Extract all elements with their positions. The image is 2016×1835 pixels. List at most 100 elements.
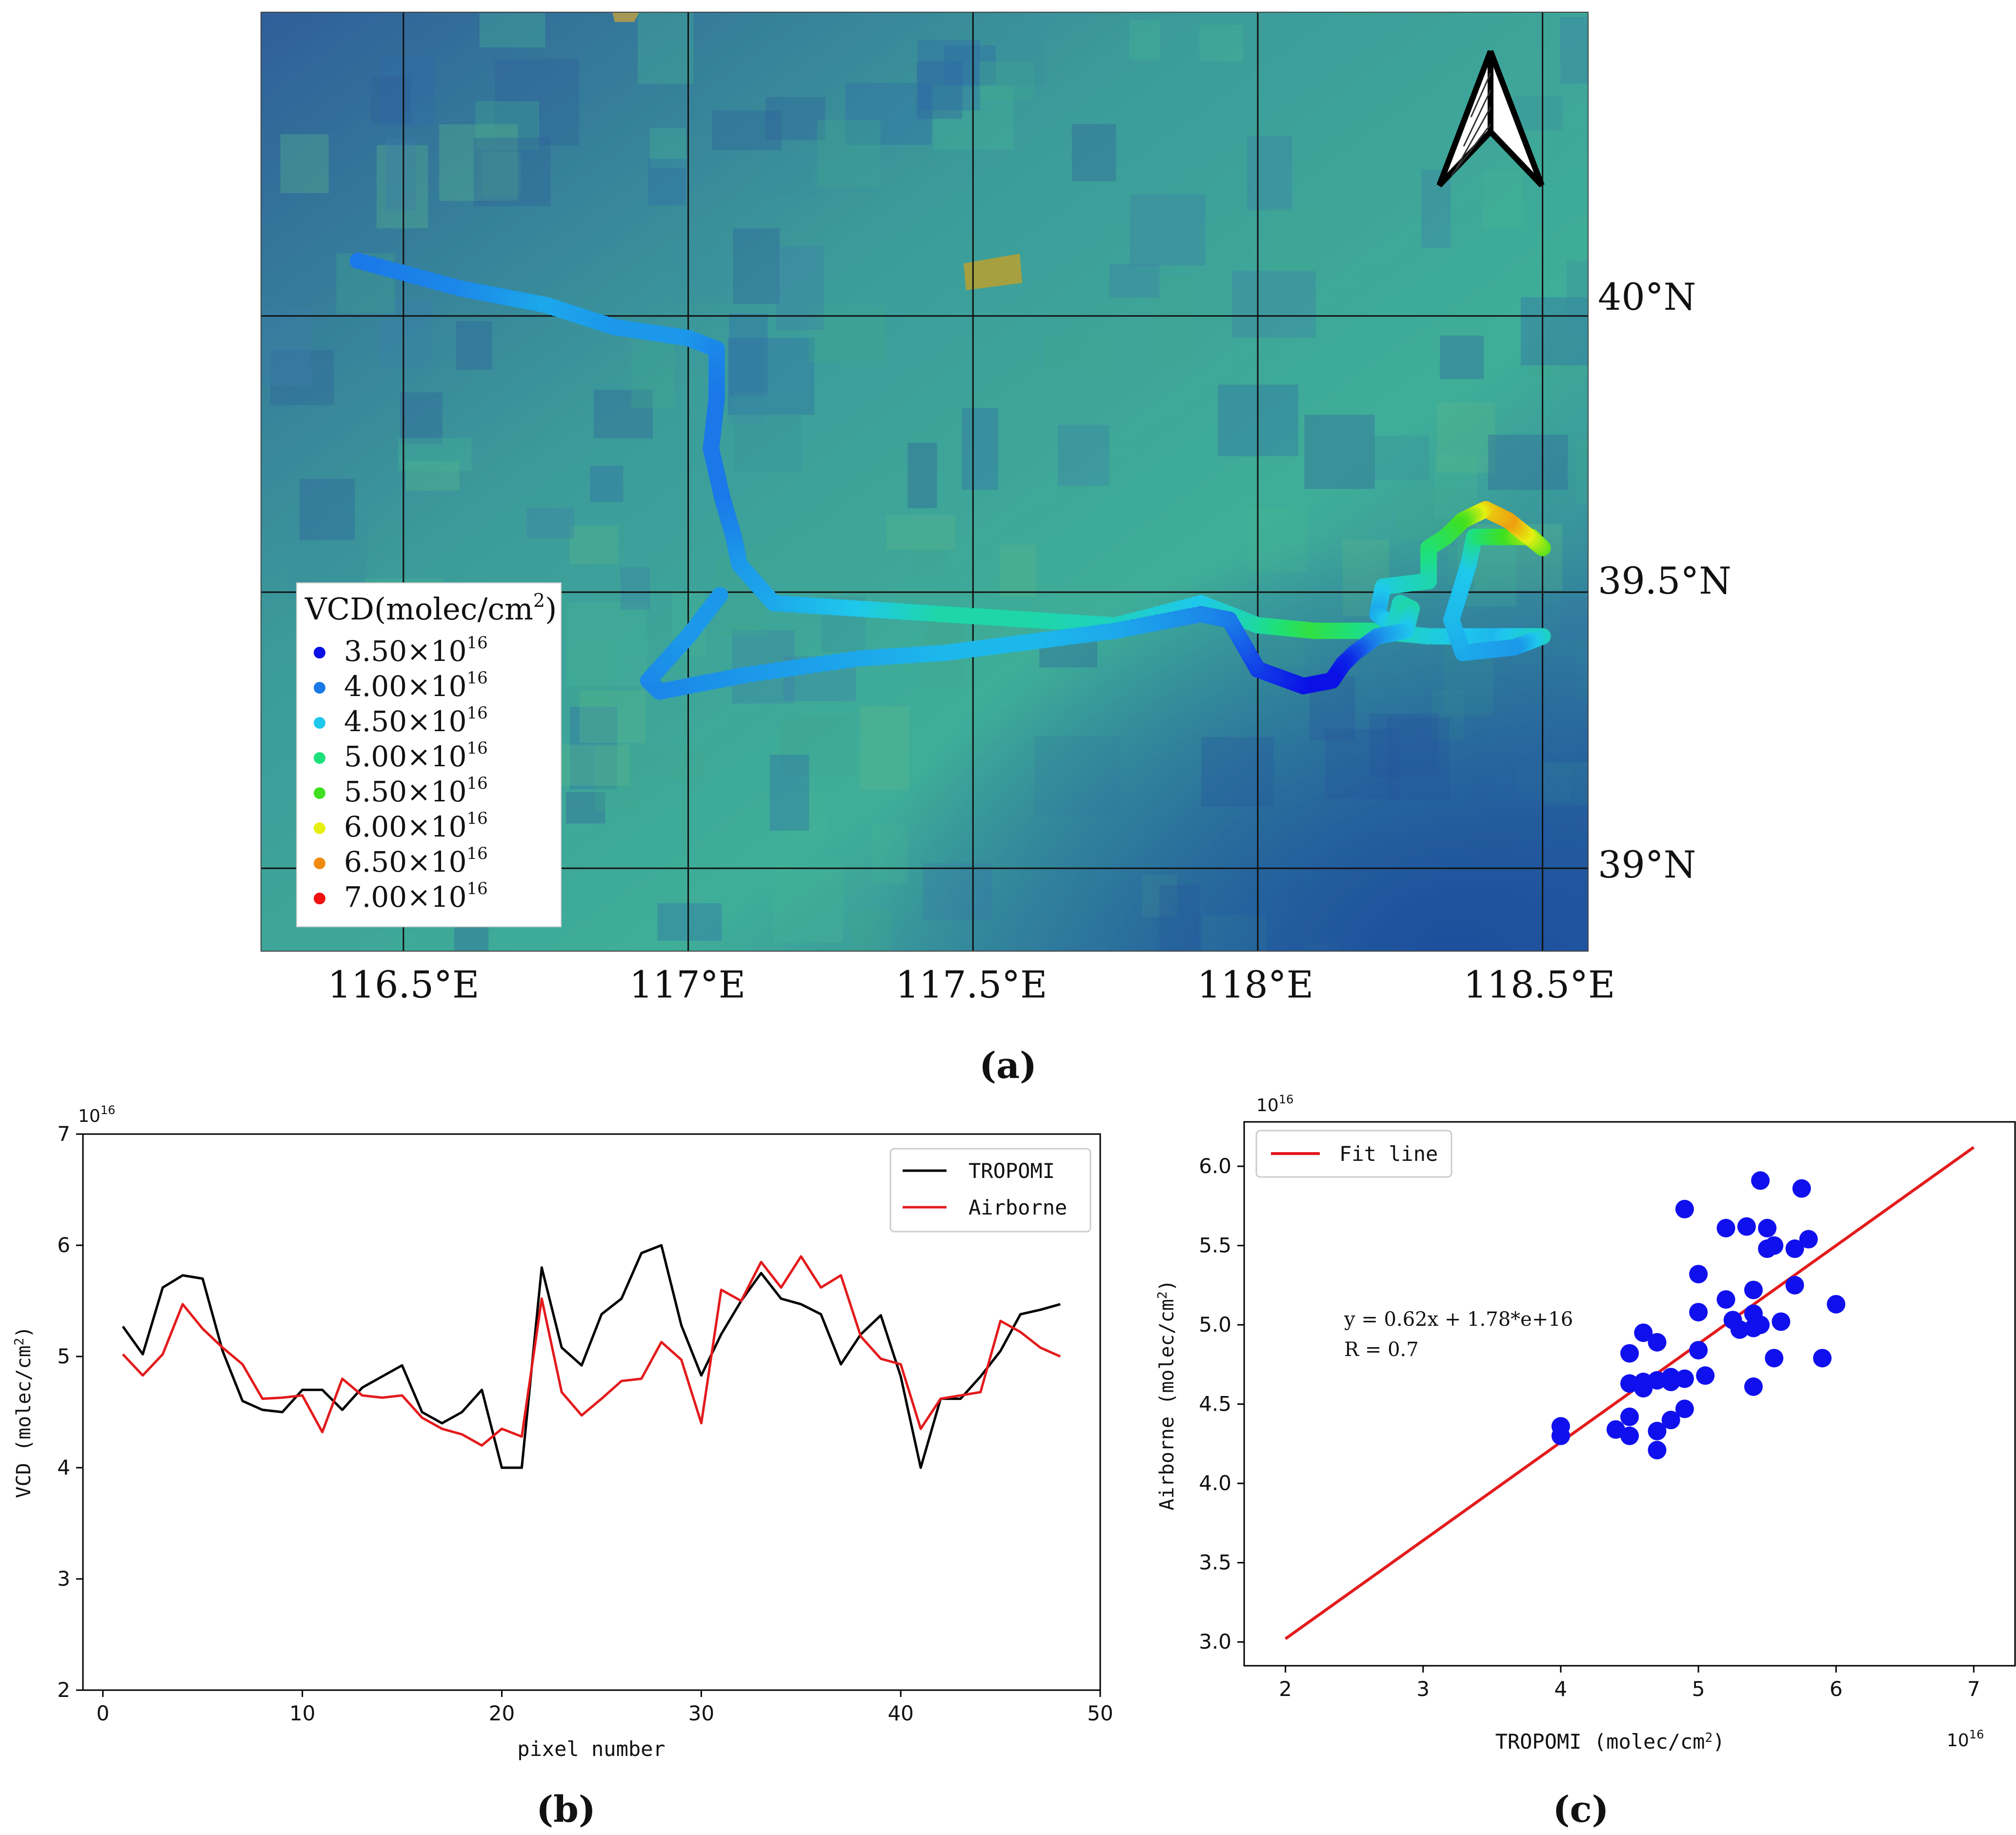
legend-exponent: 16 [467,879,488,898]
legend-label: 5.50×1016 [344,774,488,808]
c-legend-box [1255,1130,1452,1178]
c-scatter-point [1751,1316,1770,1335]
map-y-tick-label: 39°N [1598,843,1696,886]
legend-label: 3.50×1016 [344,633,488,668]
panel-b-line-chart: 1016 0 10 20 30 40 50 2 3 4 5 6 7 pixel number VCD … [12,1103,1113,1761]
c-x-tick-label: 6 [1830,1677,1843,1701]
b-series-line-airborne [121,1255,1061,1447]
legend-marker [314,893,325,904]
legend-box [296,582,562,927]
c-scatter-point [1689,1303,1708,1322]
legend-mantissa: 4.00×10 [344,670,467,703]
legend-exponent: 16 [467,774,488,793]
legend-label: 4.00×1016 [344,668,488,703]
map-x-tick-label: 118°E [1197,963,1314,1006]
c-x-tick-label: 5 [1692,1677,1705,1701]
c-scatter-point [1648,1333,1667,1352]
legend-mantissa: 5.50×10 [344,775,467,808]
map-x-tick-label: 118.5°E [1463,963,1615,1006]
c-scatter-point [1751,1171,1770,1190]
c-scatter-point [1827,1295,1846,1314]
legend-exponent: 16 [467,703,488,723]
legend-label: 6.00×1016 [344,809,488,843]
legend-exponent: 16 [467,738,488,758]
flight-track [349,252,1551,700]
c-scatter-point [1799,1230,1818,1249]
c-scatter-point [1696,1366,1715,1385]
c-scatter-point [1606,1420,1625,1439]
c-scatter-point [1648,1421,1667,1440]
c-scatter-point [1730,1320,1749,1339]
map-x-tick-label: 117°E [629,963,746,1006]
c-scatter-point [1675,1199,1694,1218]
legend-marker [314,647,325,658]
b-x-tick-label: 20 [489,1701,515,1725]
c-x-tick-label: 2 [1279,1677,1292,1701]
b-y-tick-label: 2 [57,1678,70,1702]
c-scatter-point [1634,1323,1653,1342]
legend-label: 7.00×1016 [344,879,488,914]
c-y-tick-label: 4.5 [1199,1392,1231,1416]
c-scatter-point [1620,1426,1639,1445]
c-x-tick-label: 4 [1554,1677,1568,1701]
map-frame [261,12,1589,952]
caption-c: (c) [1552,1789,1609,1831]
b-legend: TROPOMI Airborne [889,1148,1091,1233]
north-arrow-icon [1436,50,1545,188]
legend-label: 4.50×1016 [344,703,488,738]
legend-marker [314,717,325,729]
c-scatter-point [1689,1265,1708,1284]
b-y-tick-label: 3 [57,1567,70,1591]
c-scatter-point [1716,1218,1735,1237]
b-exponent-label: 1016 [78,1103,115,1126]
c-y-tick-label: 4.0 [1199,1471,1231,1495]
c-equation-annotation: y = 0.62x + 1.78*e+16 [1344,1308,1573,1331]
map-yellow-patch [964,254,1022,290]
b-y-tick-label: 5 [57,1344,70,1368]
legend-mantissa: 5.00×10 [344,740,467,773]
b-y-axis-label: VCD (molec/cm2) [12,1326,35,1498]
b-y-tick-label: 6 [57,1233,70,1257]
c-scatter-point [1758,1218,1777,1237]
legend-marker [314,822,325,834]
legend-exponent: 16 [467,844,488,863]
legend-label: 5.00×1016 [344,738,488,773]
map-pixel-patch [1586,25,1588,68]
c-y-axis-label: Airborne (molec/cm2) [1155,1279,1178,1510]
b-legend-label-airborne: Airborne [968,1196,1067,1219]
c-y-tick-label: 5.5 [1199,1234,1231,1257]
b-x-tick-label: 50 [1087,1701,1113,1725]
vcd-legend: VCD(molec/cm2) 3.50×10164.00×10164.50×10… [296,582,562,927]
c-exponent-label-x: 1016 [1947,1728,1984,1751]
caption-a: (a) [979,1045,1037,1087]
legend-mantissa: 7.00×10 [344,880,467,914]
b-series-line-tropomi [121,1244,1061,1469]
c-scatter-point [1620,1344,1639,1363]
c-scatter-point [1785,1239,1804,1258]
c-scatter-point [1661,1411,1680,1430]
c-scatter-point [1737,1217,1756,1236]
legend-mantissa: 6.00×10 [344,810,467,843]
map-yellow-patch-top [612,12,639,22]
c-scatter-point [1675,1369,1694,1388]
map-y-tick-label: 39.5°N [1598,559,1732,602]
c-scatter-point [1744,1377,1763,1396]
map-x-tick-label: 116.5°E [327,963,479,1006]
c-scatter-point [1661,1368,1680,1387]
legend-exponent: 16 [467,633,488,653]
legend-exponent: 16 [467,668,488,688]
c-x-tick-label: 7 [1967,1677,1980,1701]
b-x-axis-label: pixel number [517,1737,665,1761]
c-legend-label-fit: Fit line [1339,1142,1438,1166]
b-x-tick-label: 0 [97,1701,110,1725]
c-r-annotation: R = 0.7 [1344,1338,1419,1361]
c-scatter-point [1689,1341,1708,1360]
legend-marker [314,682,325,694]
b-y-tick-label: 4 [57,1456,70,1479]
c-scatter-point [1675,1399,1694,1418]
legend-mantissa: 6.50×10 [344,845,467,878]
c-scatter-point [1813,1349,1832,1368]
c-scatter-point [1792,1179,1811,1198]
panel-a-map: 116.5°E 117°E 117.5°E 118°E 118.5°E 40°N… [261,12,1732,1006]
